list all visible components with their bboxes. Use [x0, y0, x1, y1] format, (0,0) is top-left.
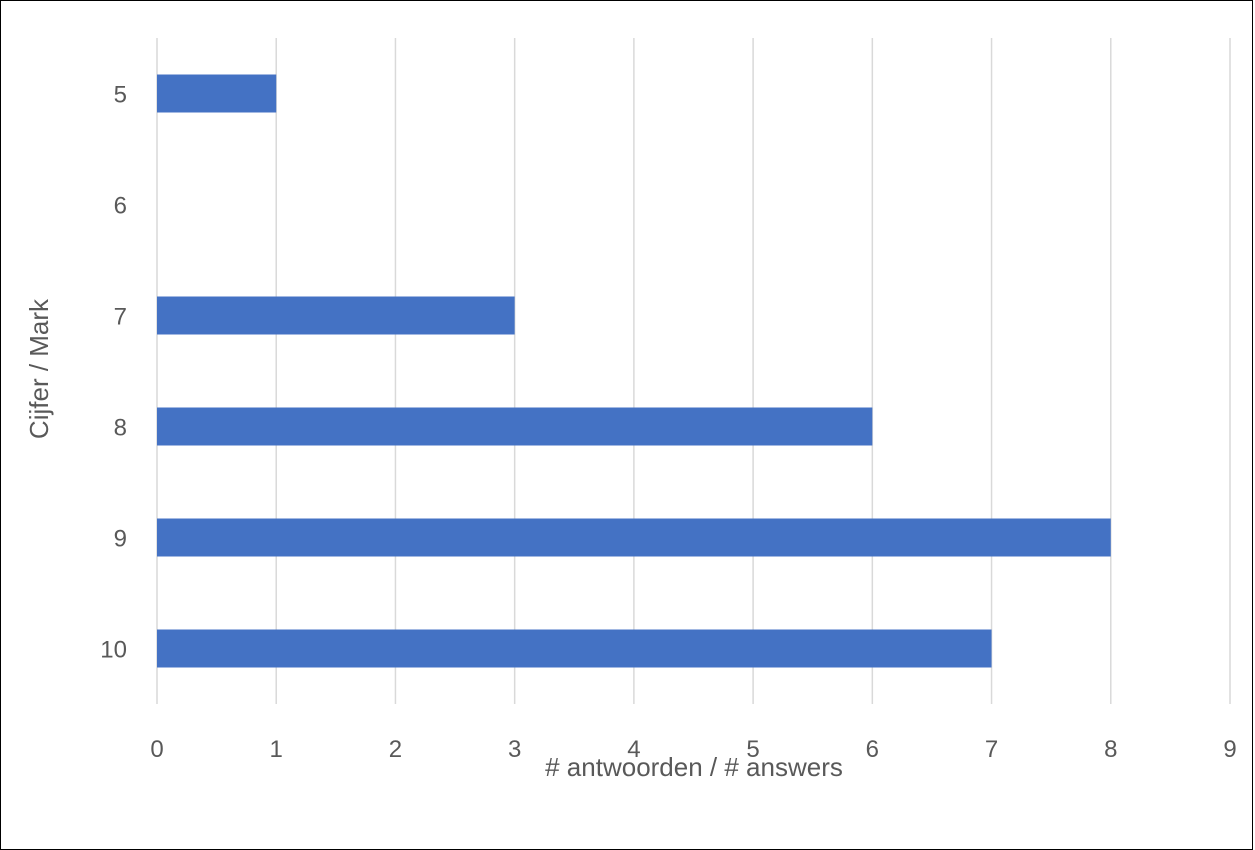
bar-mark-5: [157, 74, 277, 113]
bars: [157, 74, 1111, 668]
x-tick-label: 1: [270, 736, 283, 763]
y-tick-label: 6: [114, 193, 127, 220]
y-tick-label: 8: [114, 415, 127, 442]
bar-mark-7: [157, 296, 515, 335]
x-tick-label: 9: [1223, 736, 1236, 763]
x-tick-label: 4: [627, 736, 640, 763]
x-tick-label: 0: [150, 736, 163, 763]
y-tick-label: 7: [114, 304, 127, 331]
x-tick-labels: 0 1 2 3 4 5 6 7 8 9: [150, 736, 1236, 763]
x-tick-label: 7: [985, 736, 998, 763]
x-tick-label: 3: [508, 736, 521, 763]
bar-mark-8: [157, 407, 873, 446]
x-tick-label: 6: [866, 736, 879, 763]
y-tick-label: 9: [114, 526, 127, 553]
x-axis-title: # antwoorden / # answers: [545, 752, 843, 782]
y-tick-label: 10: [100, 637, 127, 664]
x-tick-label: 8: [1104, 736, 1117, 763]
bar-mark-9: [157, 518, 1111, 557]
x-tick-label: 2: [389, 736, 402, 763]
x-tick-label: 5: [746, 736, 759, 763]
y-tick-labels: 5 6 7 8 9 10: [100, 82, 127, 664]
y-axis-title: Cijfer / Mark: [24, 298, 54, 439]
gridlines: [156, 38, 1231, 704]
bar-mark-10: [157, 629, 992, 668]
y-tick-label: 5: [114, 82, 127, 109]
